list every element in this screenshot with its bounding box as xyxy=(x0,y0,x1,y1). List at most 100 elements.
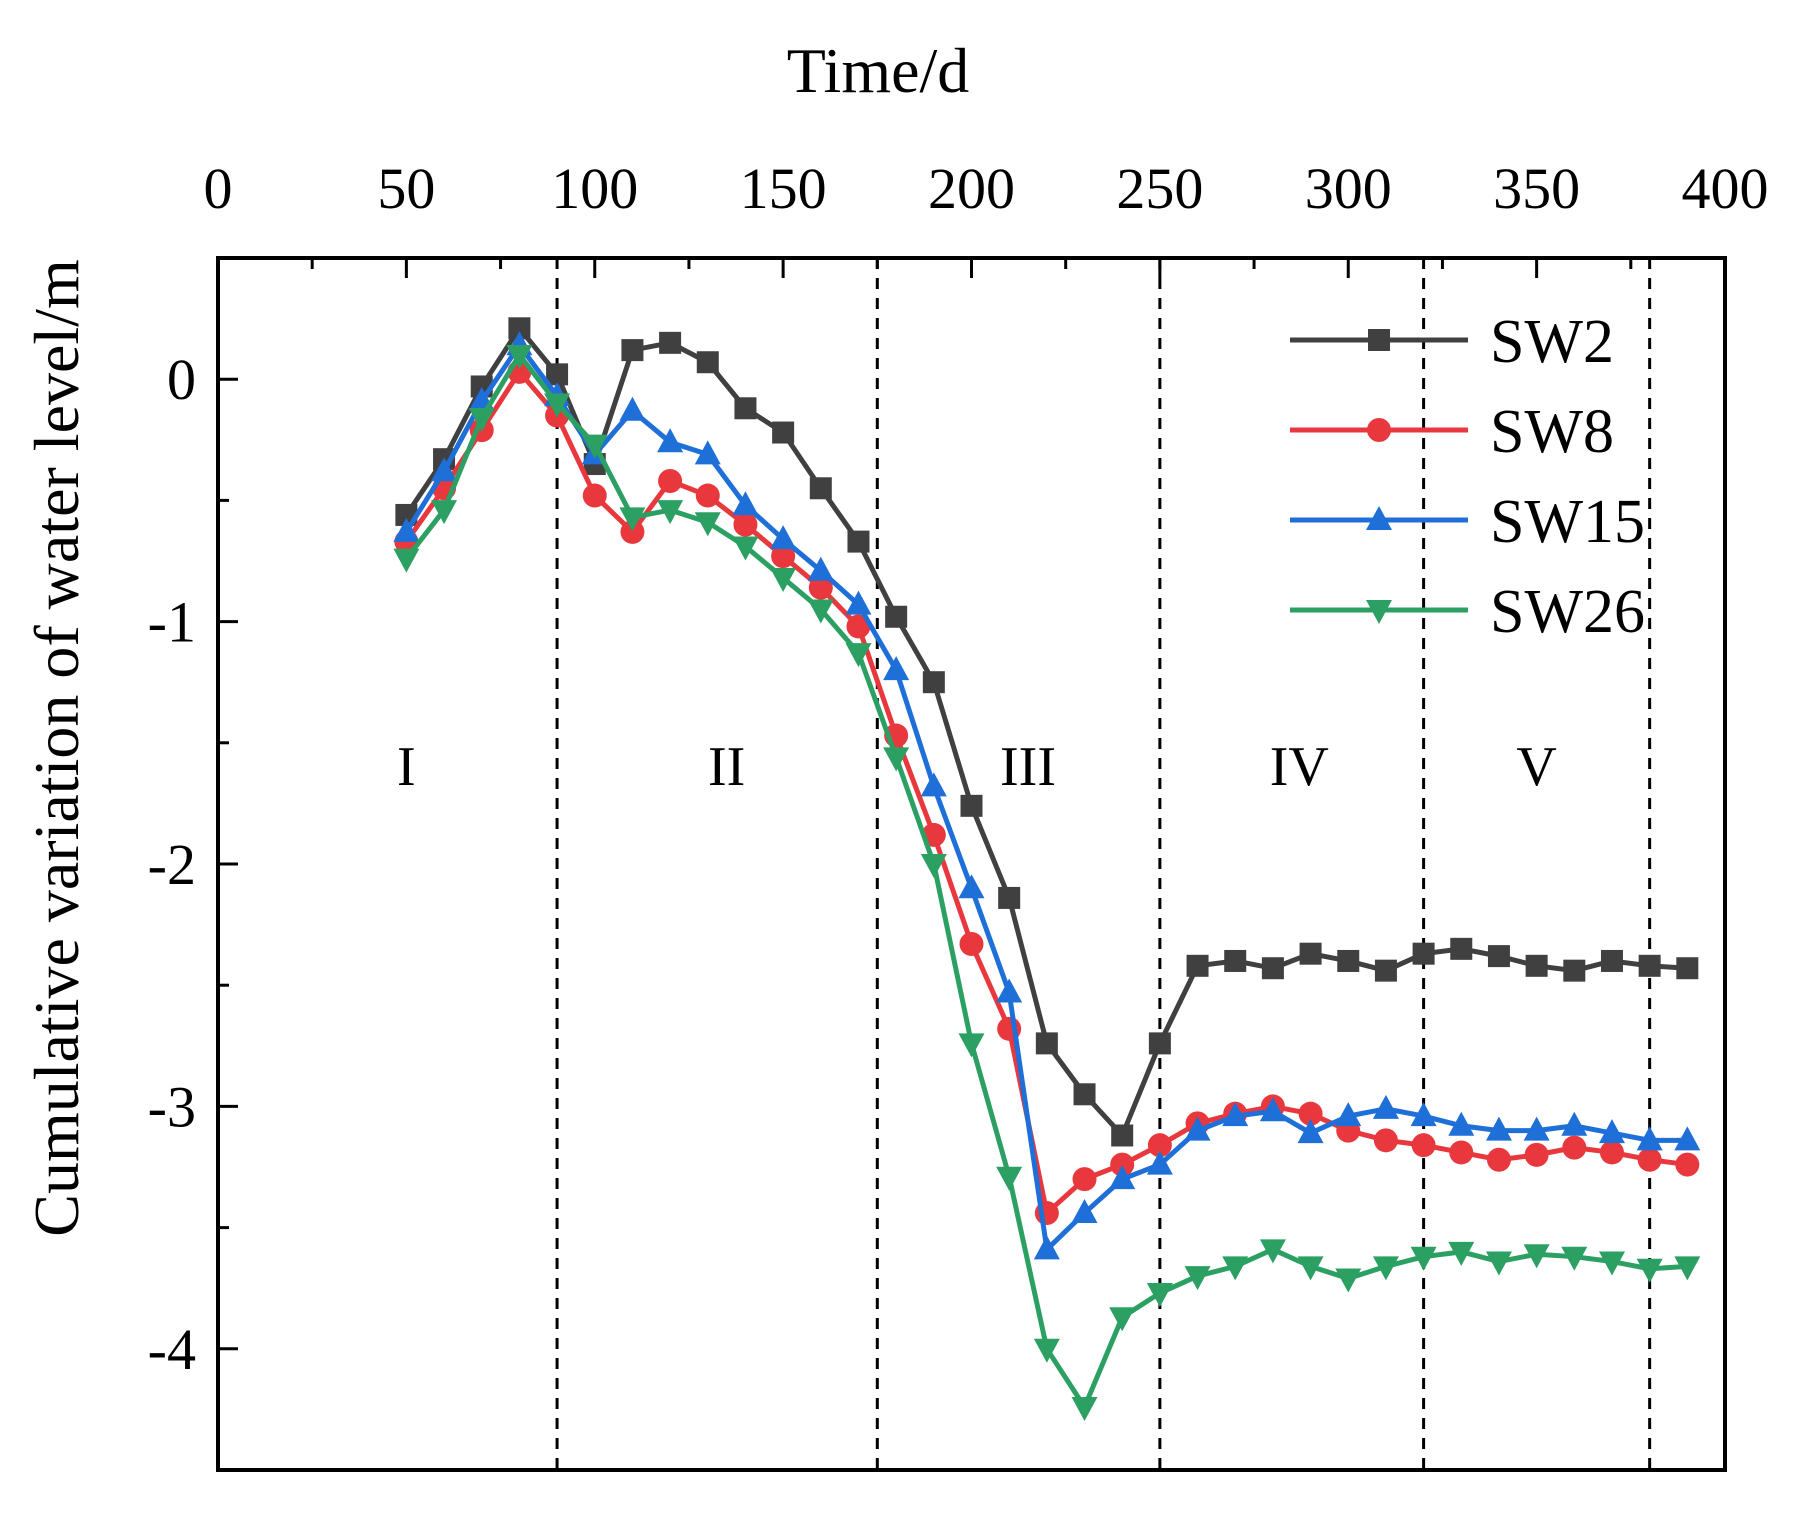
y-tick-label: -1 xyxy=(148,590,196,655)
data-point xyxy=(1599,1140,1624,1165)
legend-label: SW15 xyxy=(1490,488,1645,556)
data-point xyxy=(1297,1119,1324,1144)
data-point xyxy=(1487,945,1510,968)
data-point xyxy=(920,854,947,878)
data-point xyxy=(1448,1111,1475,1136)
data-point xyxy=(1035,1032,1058,1055)
data-point xyxy=(771,544,796,569)
data-point xyxy=(808,575,833,600)
data-point xyxy=(1374,959,1397,982)
data-point xyxy=(506,344,533,369)
data-point xyxy=(544,393,571,418)
data-point xyxy=(1598,1251,1625,1276)
data-point xyxy=(1372,1256,1399,1281)
legend-marker xyxy=(1366,506,1392,530)
data-point xyxy=(734,397,757,420)
data-point xyxy=(1297,1256,1324,1281)
x-tick-label: 350 xyxy=(1493,156,1580,221)
y-tick-label: -3 xyxy=(148,1074,196,1139)
data-point xyxy=(845,590,872,615)
data-point xyxy=(1525,954,1548,977)
data-point xyxy=(883,656,910,681)
data-point xyxy=(1486,1147,1511,1172)
axis-tick-labels: 0 50 100 150 200 250 300 350 400 0 -1 -2 -3 -4 xyxy=(148,156,1769,1382)
data-series xyxy=(393,317,1701,1421)
data-point xyxy=(659,331,682,354)
data-point xyxy=(960,794,983,817)
data-point xyxy=(770,567,797,592)
legend-marker xyxy=(1366,600,1392,624)
stage-label: V xyxy=(1516,736,1556,798)
y-tick-label: -2 xyxy=(148,832,196,897)
data-point xyxy=(393,517,420,542)
legend-label: SW26 xyxy=(1490,578,1645,646)
legend: SW2 SW8 SW15 SW26 xyxy=(1290,308,1645,646)
data-point xyxy=(1261,957,1284,980)
data-point xyxy=(1372,1094,1399,1119)
data-point xyxy=(958,874,985,899)
stage-label: IV xyxy=(1270,736,1329,798)
legend-label: SW2 xyxy=(1490,308,1614,376)
data-point xyxy=(1110,1152,1135,1177)
data-point xyxy=(695,483,720,508)
data-point xyxy=(1450,937,1473,960)
data-point xyxy=(1563,959,1586,982)
data-point xyxy=(696,351,719,374)
stage-label: I xyxy=(397,736,416,798)
data-point xyxy=(657,500,684,525)
data-point xyxy=(1448,1241,1475,1266)
data-point xyxy=(657,428,684,453)
data-point xyxy=(958,1033,985,1058)
y-axis-title: Cumulative variation of water level/m xyxy=(21,259,92,1236)
data-point xyxy=(1299,942,1322,965)
data-point xyxy=(1676,957,1699,980)
legend-item: SW26 xyxy=(1290,578,1645,646)
data-point xyxy=(1485,1116,1512,1141)
data-point xyxy=(582,483,607,508)
x-tick-label: 100 xyxy=(551,156,638,221)
data-point xyxy=(1259,1097,1286,1122)
data-point xyxy=(996,978,1023,1003)
x-tick-label: 250 xyxy=(1116,156,1203,221)
data-point xyxy=(1674,1126,1701,1151)
x-tick-label: 200 xyxy=(928,156,1015,221)
data-point xyxy=(1523,1244,1550,1269)
data-point xyxy=(1638,954,1661,977)
data-point xyxy=(621,339,644,362)
data-point xyxy=(1186,954,1209,977)
data-point xyxy=(1523,1116,1550,1141)
data-point xyxy=(996,1166,1023,1191)
data-point xyxy=(1033,1338,1060,1363)
data-point xyxy=(1373,1128,1398,1153)
data-point xyxy=(1410,1102,1437,1127)
data-point xyxy=(1411,1133,1436,1158)
data-point xyxy=(393,548,420,573)
y-tick-label: 0 xyxy=(167,347,196,412)
data-point xyxy=(732,491,759,516)
y-tick-label: -4 xyxy=(148,1317,196,1382)
legend-label: SW8 xyxy=(1490,398,1614,466)
data-point xyxy=(1148,1032,1171,1055)
data-point xyxy=(807,556,834,581)
data-point xyxy=(807,599,834,624)
legend-item: SW2 xyxy=(1290,308,1614,376)
data-point xyxy=(1335,1102,1362,1127)
data-point xyxy=(770,525,797,550)
data-point xyxy=(1335,1268,1362,1293)
data-point xyxy=(468,407,495,432)
data-point xyxy=(1449,1140,1474,1165)
data-point xyxy=(883,747,910,772)
series-sw26 xyxy=(393,344,1701,1421)
data-point xyxy=(772,421,795,444)
legend-item: SW8 xyxy=(1290,398,1614,466)
data-point xyxy=(1298,1101,1323,1126)
data-point xyxy=(809,477,832,500)
data-point xyxy=(998,886,1021,909)
data-point xyxy=(546,363,569,386)
data-point xyxy=(732,536,759,561)
data-point xyxy=(620,519,645,544)
data-point xyxy=(1675,1152,1700,1177)
data-point xyxy=(1111,1124,1134,1147)
data-point xyxy=(658,469,683,494)
